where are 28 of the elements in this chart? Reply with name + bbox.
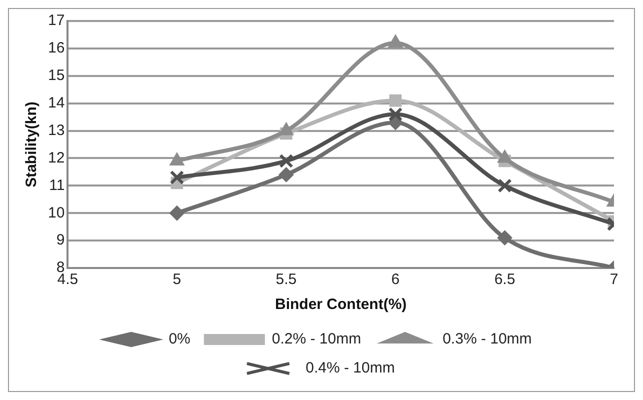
y-tick-label: 13 [48, 122, 65, 139]
point [498, 178, 512, 193]
point [388, 107, 403, 122]
y-axis-title: Stability(kn) [23, 102, 40, 188]
y-tick-label: 11 [49, 176, 65, 194]
point [279, 154, 294, 168]
y-tick-label: 17 [48, 12, 65, 30]
point [169, 206, 184, 221]
point [497, 230, 512, 246]
legend-label: 0% [168, 330, 190, 348]
y-tick-label: 14 [48, 94, 65, 112]
x-tick-label: 5.5 [276, 271, 297, 288]
x-tick-label: 6.5 [494, 271, 516, 288]
y-tick-label: 15 [48, 67, 65, 84]
y-tick-label: 16 [48, 40, 65, 57]
point [170, 170, 184, 185]
x-tick-label: 7 [610, 271, 618, 288]
x-tick-label: 5 [172, 271, 182, 288]
legend-label: 0.2% - 10mm [272, 330, 362, 348]
point [389, 94, 402, 107]
x-axis-title: Binder Content(%) [275, 296, 407, 314]
legend-label: 0.3% - 10mm [442, 330, 532, 348]
point [278, 167, 294, 182]
y-tick-label: 9 [56, 232, 65, 249]
y-tick-label: 12 [48, 149, 65, 166]
legend-label: 0.4% - 10mm [306, 360, 395, 377]
y-tick-label: 10 [48, 204, 65, 222]
x-tick-label: 6 [391, 271, 400, 288]
